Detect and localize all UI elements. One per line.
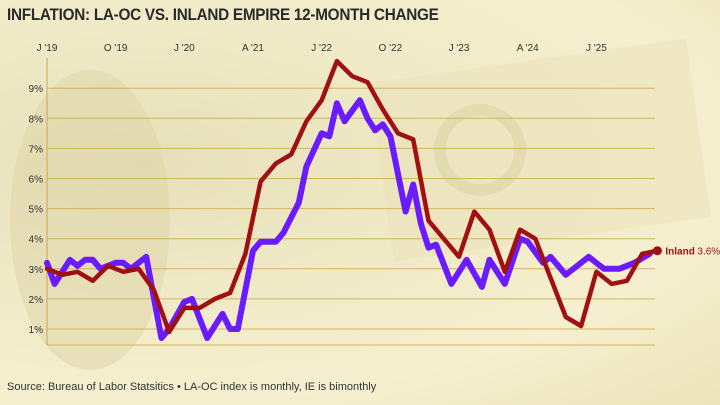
x-tick-label: O '22 xyxy=(379,43,403,54)
series-line-inland xyxy=(44,58,660,335)
y-tick-label: 8% xyxy=(29,114,44,125)
end-label-series: Inland xyxy=(665,247,694,258)
y-tick-label: 6% xyxy=(29,175,44,186)
x-tick-label: J '25 xyxy=(586,43,607,54)
x-tick-label: J '20 xyxy=(174,43,195,54)
x-tick-label: J '23 xyxy=(449,43,470,54)
end-point-marker xyxy=(652,246,662,256)
series-line-la-oc xyxy=(44,97,653,341)
chart-title: INFLATION: LA-OC VS. INLAND EMPIRE 12-MO… xyxy=(7,5,439,24)
y-tick-label: 1% xyxy=(29,325,44,336)
source-note: Source: Bureau of Labor Statsitics • LA-… xyxy=(7,381,377,393)
x-tick-label: A '24 xyxy=(517,43,539,54)
x-tick-label: O '19 xyxy=(104,43,128,54)
end-label-value: 3.6% xyxy=(697,247,720,258)
y-tick-label: 4% xyxy=(29,235,44,246)
y-tick-label: 7% xyxy=(29,144,44,155)
x-tick-label: A '21 xyxy=(242,43,264,54)
y-tick-label: 2% xyxy=(29,295,44,306)
y-tick-label: 5% xyxy=(29,205,44,216)
y-tick-label: 3% xyxy=(29,265,44,276)
y-tick-label: 9% xyxy=(29,84,44,95)
x-tick-label: J '19 xyxy=(37,43,58,54)
x-tick-label: J '22 xyxy=(311,43,332,54)
